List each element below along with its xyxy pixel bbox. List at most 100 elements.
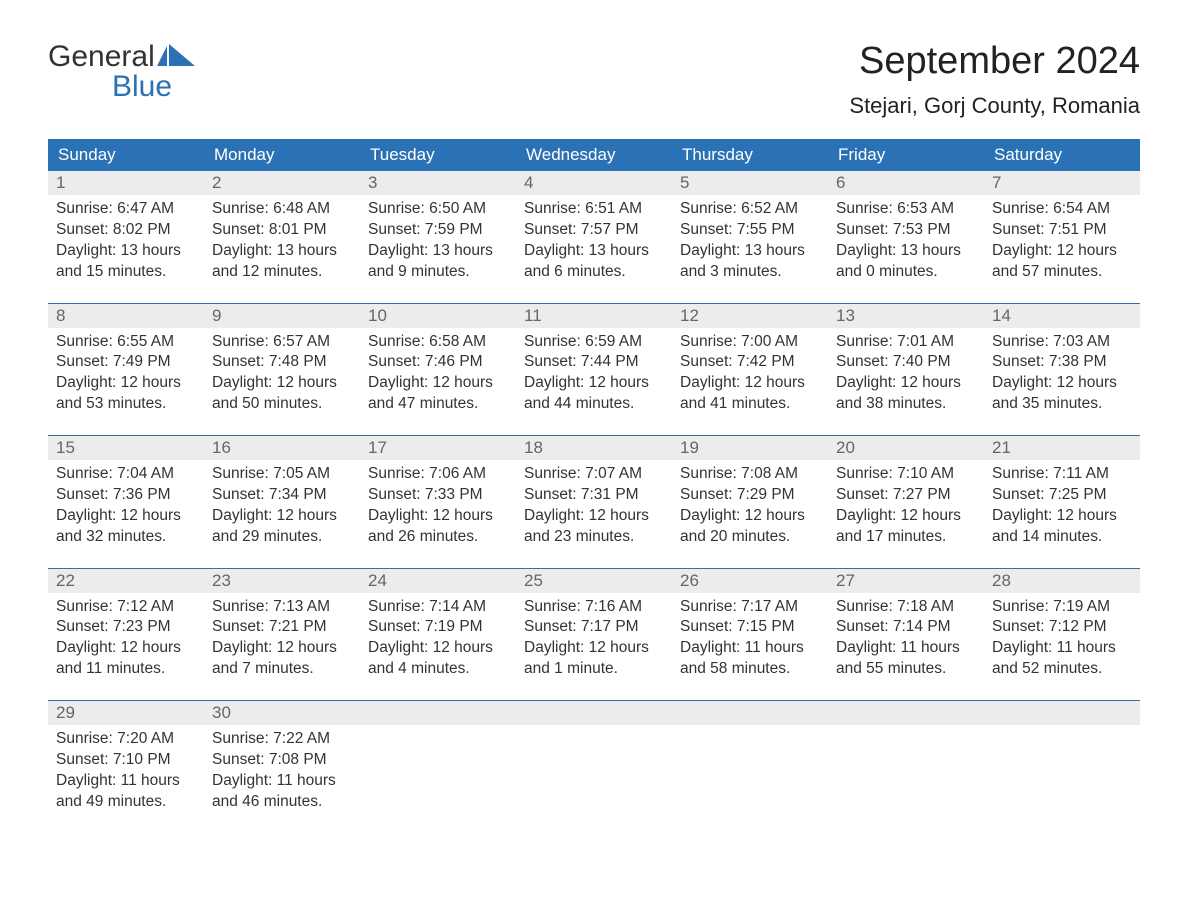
- day-body: Sunrise: 7:01 AMSunset: 7:40 PMDaylight:…: [828, 328, 984, 420]
- brand-logo: General Blue: [48, 40, 195, 104]
- calendar-cell: 25Sunrise: 7:16 AMSunset: 7:17 PMDayligh…: [516, 569, 672, 701]
- day-sunset: Sunset: 8:01 PM: [212, 220, 352, 241]
- day-daylight1: Daylight: 12 hours: [680, 373, 820, 394]
- calendar-head: SundayMondayTuesdayWednesdayThursdayFrid…: [48, 139, 1140, 171]
- day-sunset: Sunset: 7:23 PM: [56, 617, 196, 638]
- day-daylight2: and 4 minutes.: [368, 659, 508, 680]
- brand-line1: General: [48, 40, 155, 74]
- day-body: Sunrise: 6:48 AMSunset: 8:01 PMDaylight:…: [204, 195, 360, 287]
- day-daylight2: and 52 minutes.: [992, 659, 1132, 680]
- calendar-cell: 6Sunrise: 6:53 AMSunset: 7:53 PMDaylight…: [828, 171, 984, 303]
- day-body: Sunrise: 7:12 AMSunset: 7:23 PMDaylight:…: [48, 593, 204, 685]
- calendar-cell: 14Sunrise: 7:03 AMSunset: 7:38 PMDayligh…: [984, 304, 1140, 436]
- day-sunrise: Sunrise: 7:17 AM: [680, 597, 820, 618]
- day-number: 22: [48, 569, 204, 593]
- day-number: [828, 701, 984, 725]
- day-number: 13: [828, 304, 984, 328]
- day-body: Sunrise: 6:52 AMSunset: 7:55 PMDaylight:…: [672, 195, 828, 287]
- day-daylight2: and 57 minutes.: [992, 262, 1132, 283]
- calendar-week: 15Sunrise: 7:04 AMSunset: 7:36 PMDayligh…: [48, 436, 1140, 568]
- day-daylight2: and 53 minutes.: [56, 394, 196, 415]
- calendar-cell: 3Sunrise: 6:50 AMSunset: 7:59 PMDaylight…: [360, 171, 516, 303]
- day-body: Sunrise: 7:17 AMSunset: 7:15 PMDaylight:…: [672, 593, 828, 685]
- day-sunset: Sunset: 7:38 PM: [992, 352, 1132, 373]
- calendar-cell: 27Sunrise: 7:18 AMSunset: 7:14 PMDayligh…: [828, 569, 984, 701]
- day-sunset: Sunset: 7:34 PM: [212, 485, 352, 506]
- day-number: 11: [516, 304, 672, 328]
- day-number: 7: [984, 171, 1140, 195]
- day-daylight1: Daylight: 12 hours: [524, 506, 664, 527]
- day-sunrise: Sunrise: 7:01 AM: [836, 332, 976, 353]
- day-daylight2: and 41 minutes.: [680, 394, 820, 415]
- day-sunrise: Sunrise: 6:53 AM: [836, 199, 976, 220]
- day-sunrise: Sunrise: 6:48 AM: [212, 199, 352, 220]
- day-number: 27: [828, 569, 984, 593]
- day-sunrise: Sunrise: 7:08 AM: [680, 464, 820, 485]
- day-sunset: Sunset: 7:21 PM: [212, 617, 352, 638]
- day-number: 28: [984, 569, 1140, 593]
- day-body: Sunrise: 6:55 AMSunset: 7:49 PMDaylight:…: [48, 328, 204, 420]
- calendar-table: SundayMondayTuesdayWednesdayThursdayFrid…: [48, 139, 1140, 833]
- day-daylight1: Daylight: 11 hours: [836, 638, 976, 659]
- day-body: Sunrise: 6:51 AMSunset: 7:57 PMDaylight:…: [516, 195, 672, 287]
- day-daylight1: Daylight: 12 hours: [212, 506, 352, 527]
- calendar-body: 1Sunrise: 6:47 AMSunset: 8:02 PMDaylight…: [48, 171, 1140, 833]
- brand-line2: Blue: [112, 70, 195, 104]
- day-number: 12: [672, 304, 828, 328]
- day-sunrise: Sunrise: 6:58 AM: [368, 332, 508, 353]
- day-sunset: Sunset: 7:33 PM: [368, 485, 508, 506]
- day-body: Sunrise: 7:05 AMSunset: 7:34 PMDaylight:…: [204, 460, 360, 552]
- calendar-cell: 12Sunrise: 7:00 AMSunset: 7:42 PMDayligh…: [672, 304, 828, 436]
- day-sunrise: Sunrise: 7:00 AM: [680, 332, 820, 353]
- calendar-cell: [360, 701, 516, 833]
- day-body: Sunrise: 6:47 AMSunset: 8:02 PMDaylight:…: [48, 195, 204, 287]
- day-sunset: Sunset: 7:44 PM: [524, 352, 664, 373]
- day-sunset: Sunset: 8:02 PM: [56, 220, 196, 241]
- day-daylight2: and 29 minutes.: [212, 527, 352, 548]
- day-daylight1: Daylight: 11 hours: [680, 638, 820, 659]
- calendar-cell: 30Sunrise: 7:22 AMSunset: 7:08 PMDayligh…: [204, 701, 360, 833]
- day-body: Sunrise: 7:19 AMSunset: 7:12 PMDaylight:…: [984, 593, 1140, 685]
- day-daylight1: Daylight: 12 hours: [368, 506, 508, 527]
- calendar-week: 22Sunrise: 7:12 AMSunset: 7:23 PMDayligh…: [48, 569, 1140, 701]
- day-sunrise: Sunrise: 7:10 AM: [836, 464, 976, 485]
- day-number: 29: [48, 701, 204, 725]
- day-daylight1: Daylight: 13 hours: [680, 241, 820, 262]
- day-sunset: Sunset: 7:25 PM: [992, 485, 1132, 506]
- day-daylight1: Daylight: 12 hours: [524, 638, 664, 659]
- day-header: Friday: [828, 139, 984, 171]
- calendar-cell: 20Sunrise: 7:10 AMSunset: 7:27 PMDayligh…: [828, 436, 984, 568]
- calendar-cell: [984, 701, 1140, 833]
- day-sunrise: Sunrise: 6:50 AM: [368, 199, 508, 220]
- day-number: 30: [204, 701, 360, 725]
- day-daylight1: Daylight: 12 hours: [992, 373, 1132, 394]
- day-daylight2: and 35 minutes.: [992, 394, 1132, 415]
- day-daylight2: and 15 minutes.: [56, 262, 196, 283]
- day-daylight1: Daylight: 12 hours: [992, 241, 1132, 262]
- calendar-cell: 22Sunrise: 7:12 AMSunset: 7:23 PMDayligh…: [48, 569, 204, 701]
- calendar-cell: 18Sunrise: 7:07 AMSunset: 7:31 PMDayligh…: [516, 436, 672, 568]
- day-number: 17: [360, 436, 516, 460]
- day-header: Thursday: [672, 139, 828, 171]
- day-sunrise: Sunrise: 7:13 AM: [212, 597, 352, 618]
- day-body: Sunrise: 7:16 AMSunset: 7:17 PMDaylight:…: [516, 593, 672, 685]
- day-sunset: Sunset: 7:48 PM: [212, 352, 352, 373]
- day-number: [984, 701, 1140, 725]
- day-daylight2: and 14 minutes.: [992, 527, 1132, 548]
- day-number: [516, 701, 672, 725]
- day-sunset: Sunset: 7:53 PM: [836, 220, 976, 241]
- day-header: Tuesday: [360, 139, 516, 171]
- day-daylight1: Daylight: 13 hours: [368, 241, 508, 262]
- day-daylight1: Daylight: 12 hours: [212, 373, 352, 394]
- title-block: September 2024 Stejari, Gorj County, Rom…: [849, 40, 1140, 131]
- day-daylight2: and 47 minutes.: [368, 394, 508, 415]
- day-daylight1: Daylight: 13 hours: [56, 241, 196, 262]
- day-daylight1: Daylight: 13 hours: [836, 241, 976, 262]
- day-daylight1: Daylight: 13 hours: [212, 241, 352, 262]
- day-number: [672, 701, 828, 725]
- day-daylight2: and 50 minutes.: [212, 394, 352, 415]
- day-sunrise: Sunrise: 7:18 AM: [836, 597, 976, 618]
- day-sunrise: Sunrise: 7:14 AM: [368, 597, 508, 618]
- day-daylight2: and 11 minutes.: [56, 659, 196, 680]
- day-sunrise: Sunrise: 7:04 AM: [56, 464, 196, 485]
